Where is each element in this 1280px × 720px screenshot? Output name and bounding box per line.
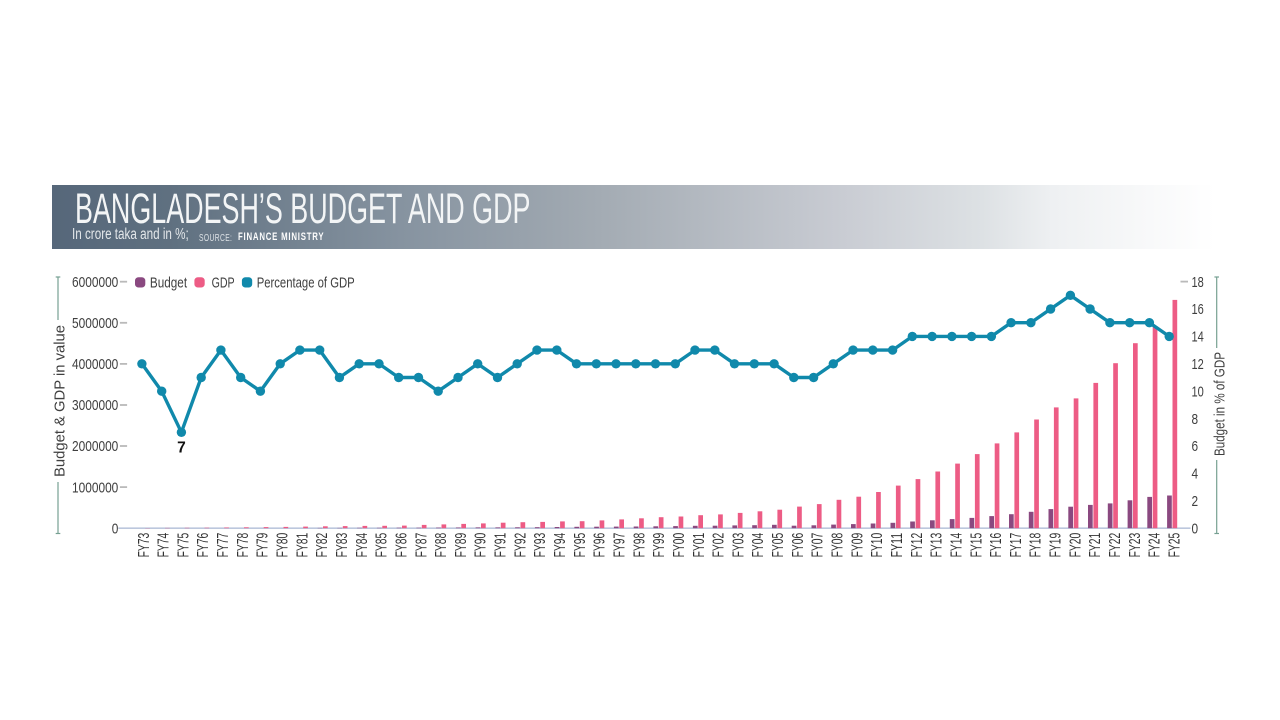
svg-text:FY20: FY20 <box>1067 533 1084 558</box>
svg-text:0: 0 <box>112 520 119 537</box>
svg-text:FY75: FY75 <box>175 533 192 558</box>
svg-text:0: 0 <box>1192 520 1199 537</box>
svg-text:FY14: FY14 <box>949 533 966 558</box>
svg-text:1000000: 1000000 <box>72 479 118 496</box>
svg-text:FY16: FY16 <box>988 533 1005 558</box>
svg-text:FY08: FY08 <box>830 533 847 558</box>
svg-text:FY10: FY10 <box>869 533 886 558</box>
svg-text:FY82: FY82 <box>314 533 331 558</box>
svg-text:FY93: FY93 <box>532 533 549 558</box>
svg-text:FY85: FY85 <box>374 533 391 558</box>
svg-text:FY18: FY18 <box>1028 533 1045 558</box>
svg-text:8: 8 <box>1192 411 1199 428</box>
svg-text:FY99: FY99 <box>651 533 668 558</box>
svg-text:FY80: FY80 <box>275 533 292 558</box>
svg-text:Percentage of GDP: Percentage of GDP <box>257 275 355 292</box>
svg-text:6000000: 6000000 <box>72 274 118 291</box>
svg-text:10: 10 <box>1192 383 1204 400</box>
svg-text:FY15: FY15 <box>968 533 985 558</box>
svg-text:4000000: 4000000 <box>72 356 118 373</box>
svg-text:2000000: 2000000 <box>72 438 118 455</box>
svg-text:FY97: FY97 <box>612 533 629 558</box>
svg-text:FY88: FY88 <box>433 533 450 558</box>
svg-text:FY03: FY03 <box>730 533 747 558</box>
svg-text:FY95: FY95 <box>572 533 589 558</box>
svg-text:12: 12 <box>1192 356 1204 373</box>
svg-text:4: 4 <box>1192 466 1199 483</box>
svg-text:16: 16 <box>1192 301 1204 318</box>
svg-text:FY86: FY86 <box>393 533 410 558</box>
svg-text:Budget & GDP in value: Budget & GDP in value <box>52 325 69 477</box>
svg-text:FY25: FY25 <box>1167 533 1184 558</box>
svg-text:FY73: FY73 <box>136 533 153 558</box>
svg-text:FY12: FY12 <box>909 533 926 558</box>
svg-text:FY79: FY79 <box>255 533 272 558</box>
svg-text:FY19: FY19 <box>1048 533 1065 558</box>
svg-text:FY76: FY76 <box>195 533 212 558</box>
svg-text:FY02: FY02 <box>711 533 728 558</box>
svg-text:Budget in % of GDP: Budget in % of GDP <box>1212 352 1229 456</box>
svg-text:FY96: FY96 <box>592 533 609 558</box>
svg-text:FY77: FY77 <box>215 533 232 558</box>
svg-text:FY05: FY05 <box>770 533 787 558</box>
svg-text:14: 14 <box>1192 329 1204 346</box>
svg-text:FY90: FY90 <box>473 533 490 558</box>
svg-text:FY00: FY00 <box>671 533 688 558</box>
svg-text:FY06: FY06 <box>790 533 807 558</box>
svg-text:FY07: FY07 <box>810 533 827 558</box>
svg-text:FY22: FY22 <box>1107 533 1124 558</box>
svg-text:FY91: FY91 <box>493 533 510 558</box>
svg-text:FY83: FY83 <box>334 533 351 558</box>
svg-text:FY87: FY87 <box>413 533 430 558</box>
svg-text:FY23: FY23 <box>1127 533 1144 558</box>
svg-text:3000000: 3000000 <box>72 397 118 414</box>
svg-text:FY17: FY17 <box>1008 533 1025 558</box>
svg-text:2: 2 <box>1192 493 1199 510</box>
svg-text:GDP: GDP <box>212 275 235 292</box>
svg-text:FY04: FY04 <box>750 533 767 558</box>
svg-text:FY13: FY13 <box>929 533 946 558</box>
svg-text:FY11: FY11 <box>889 533 906 558</box>
svg-text:18: 18 <box>1192 274 1204 291</box>
svg-text:6: 6 <box>1192 438 1199 455</box>
svg-text:FY09: FY09 <box>849 533 866 558</box>
svg-text:5000000: 5000000 <box>72 315 118 332</box>
svg-text:FY24: FY24 <box>1147 533 1164 558</box>
svg-text:FY01: FY01 <box>691 533 708 558</box>
svg-text:FY94: FY94 <box>552 533 569 558</box>
svg-text:FY89: FY89 <box>453 533 470 558</box>
svg-text:7: 7 <box>177 440 186 457</box>
svg-text:FY21: FY21 <box>1087 533 1104 558</box>
svg-text:FY84: FY84 <box>354 533 371 558</box>
svg-text:FY74: FY74 <box>156 533 173 558</box>
svg-text:FY98: FY98 <box>631 533 648 558</box>
svg-text:FY92: FY92 <box>512 533 529 558</box>
svg-text:FY81: FY81 <box>294 533 311 558</box>
svg-text:Budget: Budget <box>150 275 188 292</box>
svg-text:FY78: FY78 <box>235 533 252 558</box>
